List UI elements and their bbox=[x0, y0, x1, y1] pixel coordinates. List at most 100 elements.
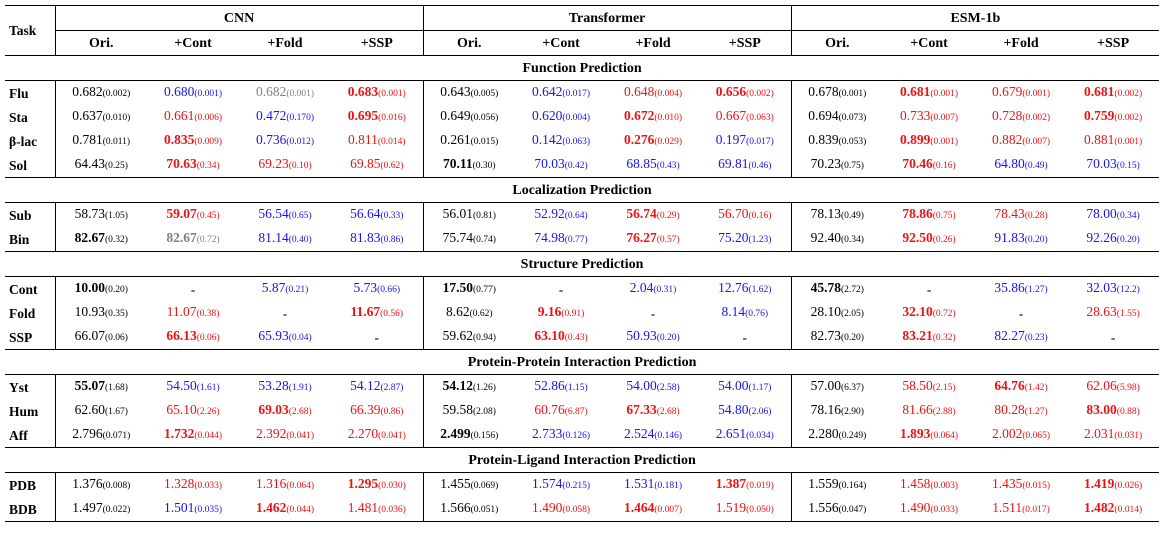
score-std: (0.001) bbox=[1022, 89, 1051, 99]
score-value: 63.10 bbox=[534, 328, 565, 343]
score-cell: 2.002(0.065) bbox=[975, 423, 1067, 448]
score-std: (1.68) bbox=[104, 383, 128, 393]
score-cell: 64.76(1.42) bbox=[975, 374, 1068, 399]
score-cell: 11.07(0.38) bbox=[147, 301, 239, 325]
score-std: (0.001) bbox=[930, 137, 959, 147]
score-value: 0.683 bbox=[347, 84, 379, 99]
score-std: (0.017) bbox=[746, 137, 774, 147]
score-value: 78.86 bbox=[902, 206, 933, 221]
score-value: 52.86 bbox=[534, 378, 565, 393]
score-cell: 2.796(0.071) bbox=[54, 423, 147, 448]
score-std: (2.90) bbox=[841, 407, 864, 417]
score-cell: 75.74(0.74) bbox=[422, 227, 516, 252]
score-cell: 74.98(0.77) bbox=[515, 227, 607, 252]
table-row: PDB 1.376(0.008) 1.328(0.033) 1.316(0.064) 1… bbox=[5, 472, 1160, 497]
score-std: (0.002) bbox=[102, 89, 131, 99]
score-std: (0.033) bbox=[930, 505, 959, 515]
group-header-esm: ESM-1b bbox=[790, 5, 1160, 31]
score-std: (0.011) bbox=[102, 137, 131, 147]
score-value: 57.00 bbox=[810, 378, 842, 393]
score-std: (0.94) bbox=[472, 333, 496, 343]
score-std: (0.026) bbox=[1114, 481, 1143, 491]
score-std: (0.035) bbox=[194, 505, 223, 515]
section-title: Function Prediction bbox=[5, 55, 1160, 81]
score-cell: 69.85(0.62) bbox=[331, 153, 423, 178]
row-task-label: Bin bbox=[9, 231, 30, 247]
score-value: 74.98 bbox=[534, 230, 565, 245]
score-value: 64.80 bbox=[994, 156, 1025, 171]
score-value: 0.667 bbox=[715, 108, 747, 123]
score-std: (0.77) bbox=[564, 235, 588, 245]
score-std: (12.2) bbox=[1116, 285, 1140, 295]
score-cell: 81.66(2.88) bbox=[883, 399, 975, 423]
score-cell: 1.316(0.064) bbox=[239, 472, 331, 497]
results-table: Task CNN Transformer ESM-1b Ori. +Cont +… bbox=[5, 5, 1160, 522]
subcol-header: +Cont bbox=[883, 30, 976, 56]
score-value: 1.376 bbox=[72, 476, 103, 491]
score-cell: 1.295(0.030) bbox=[331, 472, 424, 497]
score-value: 1.893 bbox=[900, 426, 931, 441]
score-std: (0.002) bbox=[1114, 89, 1143, 99]
score-std: (0.044) bbox=[194, 431, 223, 441]
score-cell: 0.667(0.063) bbox=[699, 105, 791, 129]
score-std: (0.43) bbox=[564, 333, 588, 343]
score-value: 0.899 bbox=[900, 132, 931, 147]
score-cell: 2.499(0.156) bbox=[422, 423, 516, 448]
row-task-label: BDB bbox=[5, 497, 55, 522]
score-cell: 53.28(1.91) bbox=[239, 374, 331, 399]
score-std: (0.063) bbox=[562, 137, 591, 147]
score-cell: 1.732(0.044) bbox=[147, 423, 239, 448]
score-cell: 35.86(1.27) bbox=[975, 276, 1068, 301]
score-std: (1.23) bbox=[748, 235, 772, 245]
score-std: (0.49) bbox=[841, 211, 864, 221]
score-std: (0.91) bbox=[561, 309, 585, 319]
score-value: 0.728 bbox=[992, 108, 1023, 123]
score-std: (0.26) bbox=[932, 235, 956, 245]
score-std: (0.20) bbox=[656, 333, 680, 343]
score-value: 1.455 bbox=[440, 476, 471, 491]
score-cell: 66.39(0.86) bbox=[331, 399, 423, 423]
score-value: 53.28 bbox=[258, 378, 289, 393]
score-cell: 1.481(0.036) bbox=[331, 497, 424, 522]
score-value: 81.14 bbox=[258, 230, 289, 245]
score-cell: 58.73(1.05) bbox=[54, 202, 147, 227]
score-std: (0.002) bbox=[1114, 113, 1143, 123]
score-value: 54.80 bbox=[718, 402, 749, 417]
score-std: (0.76) bbox=[745, 309, 769, 319]
score-value: 1.531 bbox=[623, 476, 655, 491]
score-std: (0.30) bbox=[472, 161, 496, 171]
score-cell: 0.648(0.004) bbox=[607, 80, 700, 105]
score-cell: 0.661(0.006) bbox=[147, 105, 239, 129]
score-value: 50.93 bbox=[626, 328, 657, 343]
score-std: (0.35) bbox=[104, 309, 128, 319]
score-cell: 1.893(0.064) bbox=[883, 423, 975, 448]
score-cell: 0.781(0.011) bbox=[54, 129, 147, 153]
score-value: 12.76 bbox=[718, 280, 749, 295]
score-std: (0.45) bbox=[196, 211, 220, 221]
score-cell: 55.07(1.68) bbox=[54, 374, 147, 399]
score-std: (0.004) bbox=[562, 113, 591, 123]
score-cell: 69.03(2.68) bbox=[239, 399, 331, 423]
section-title: Localization Prediction bbox=[5, 177, 1160, 203]
score-std: (2.05) bbox=[841, 309, 864, 319]
score-value: 0.276 bbox=[623, 132, 655, 147]
score-cell: 82.67(0.72) bbox=[147, 227, 239, 252]
table-row: Aff 2.796(0.071) 1.732(0.044) 2.392(0.041) 2… bbox=[5, 423, 1159, 448]
score-cell: 0.678(0.001) bbox=[790, 80, 884, 105]
score-cell: 91.83(0.20) bbox=[975, 227, 1067, 252]
subcol-header: +Fold bbox=[607, 30, 700, 56]
table-row: β-lac 0.781(0.011) 0.835(0.009) 0.736(0.012… bbox=[5, 129, 1159, 153]
score-std: (0.015) bbox=[1022, 481, 1051, 491]
score-value: 2.796 bbox=[72, 426, 103, 441]
score-value: 55.07 bbox=[74, 378, 105, 393]
score-value: 1.490 bbox=[531, 500, 563, 515]
score-value: 91.83 bbox=[994, 230, 1025, 245]
score-cell: 1.387(0.019) bbox=[699, 472, 792, 497]
score-std: (0.32) bbox=[104, 235, 128, 245]
table-row: BDB 1.497(0.022) 1.501(0.035) 1.462(0.044) 1… bbox=[5, 497, 1160, 522]
score-std: (0.75) bbox=[841, 161, 864, 171]
score-std: (0.007) bbox=[1022, 137, 1051, 147]
table-row: Yst 55.07(1.68) 54.50(1.61) 53.28(1.91) 54.1… bbox=[5, 374, 1160, 399]
score-std: (0.77) bbox=[472, 285, 496, 295]
score-std: (0.019) bbox=[746, 481, 774, 491]
